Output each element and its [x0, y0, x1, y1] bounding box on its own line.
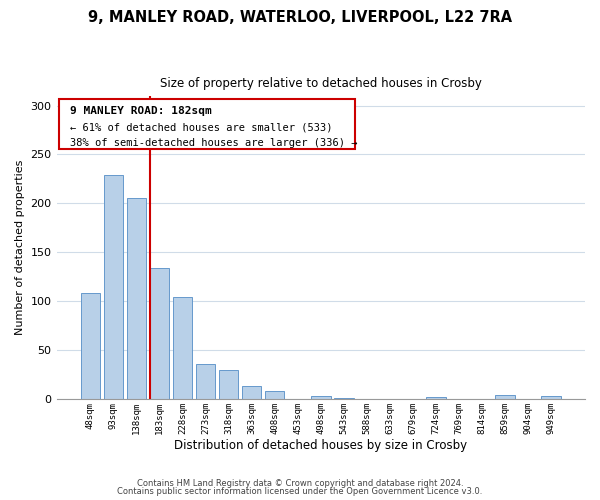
Y-axis label: Number of detached properties: Number of detached properties [15, 160, 25, 335]
FancyBboxPatch shape [59, 99, 355, 149]
Text: ← 61% of detached houses are smaller (533): ← 61% of detached houses are smaller (53… [70, 122, 332, 132]
Text: 9, MANLEY ROAD, WATERLOO, LIVERPOOL, L22 7RA: 9, MANLEY ROAD, WATERLOO, LIVERPOOL, L22… [88, 10, 512, 25]
Bar [127, 198, 146, 399]
Bar [541, 396, 561, 399]
Bar [196, 364, 215, 399]
Bar [311, 396, 331, 399]
Bar [80, 294, 100, 399]
Bar [242, 386, 262, 399]
Bar [149, 268, 169, 399]
Bar [496, 395, 515, 399]
Text: 9 MANLEY ROAD: 182sqm: 9 MANLEY ROAD: 182sqm [70, 106, 212, 117]
Bar [265, 391, 284, 399]
X-axis label: Distribution of detached houses by size in Crosby: Distribution of detached houses by size … [174, 440, 467, 452]
Bar [173, 297, 193, 399]
Bar [104, 175, 123, 399]
Title: Size of property relative to detached houses in Crosby: Size of property relative to detached ho… [160, 78, 482, 90]
Text: 38% of semi-detached houses are larger (336) →: 38% of semi-detached houses are larger (… [70, 138, 357, 148]
Bar [334, 398, 353, 399]
Text: Contains public sector information licensed under the Open Government Licence v3: Contains public sector information licen… [118, 487, 482, 496]
Bar [426, 397, 446, 399]
Text: Contains HM Land Registry data © Crown copyright and database right 2024.: Contains HM Land Registry data © Crown c… [137, 478, 463, 488]
Bar [219, 370, 238, 399]
